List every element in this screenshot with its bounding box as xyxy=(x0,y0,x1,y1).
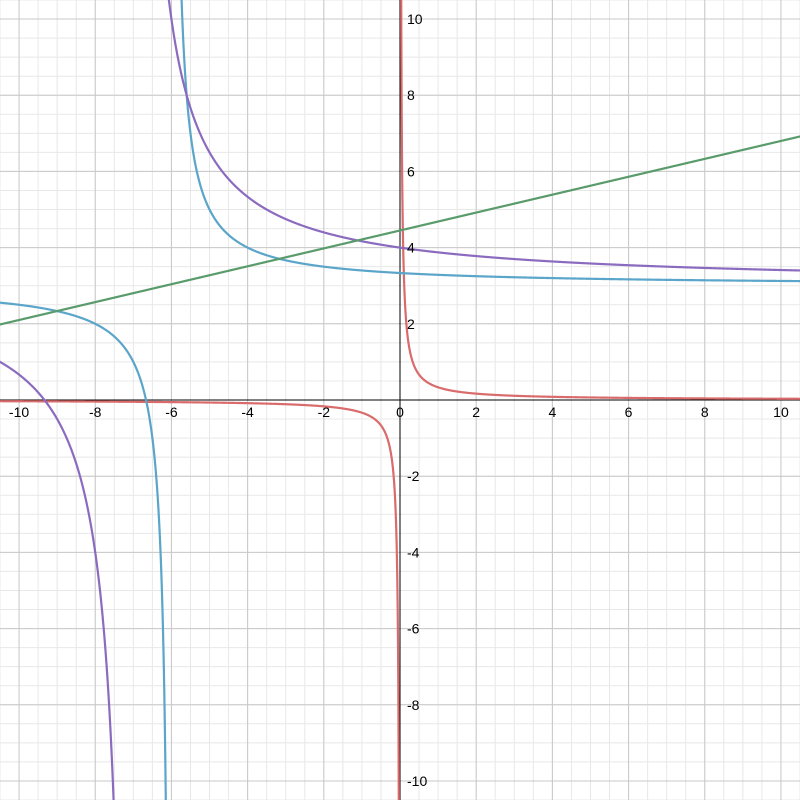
svg-text:-6: -6 xyxy=(407,621,420,637)
svg-text:-2: -2 xyxy=(318,404,331,420)
svg-text:0: 0 xyxy=(396,404,404,420)
svg-text:-10: -10 xyxy=(407,773,427,789)
svg-text:-4: -4 xyxy=(241,404,254,420)
svg-text:6: 6 xyxy=(407,163,415,179)
svg-text:-4: -4 xyxy=(407,544,420,560)
svg-text:2: 2 xyxy=(472,404,480,420)
svg-text:8: 8 xyxy=(701,404,709,420)
svg-text:6: 6 xyxy=(625,404,633,420)
svg-text:8: 8 xyxy=(407,87,415,103)
svg-text:2: 2 xyxy=(407,316,415,332)
svg-text:4: 4 xyxy=(548,404,556,420)
svg-text:-8: -8 xyxy=(89,404,102,420)
svg-text:-6: -6 xyxy=(165,404,178,420)
svg-text:-8: -8 xyxy=(407,697,420,713)
svg-text:4: 4 xyxy=(407,240,415,256)
chart-container: -10 -8 -6 -4 -2 0 2 4 6 8 10 -10 -8 -6 -4 -2 2 4 6 8 10 xyxy=(0,0,800,800)
chart-plot: -10 -8 -6 -4 -2 0 2 4 6 8 10 -10 -8 -6 -4 -2 2 4 6 8 10 xyxy=(0,0,800,800)
svg-text:-10: -10 xyxy=(9,404,29,420)
svg-text:10: 10 xyxy=(407,11,423,27)
svg-text:10: 10 xyxy=(773,404,789,420)
svg-text:-2: -2 xyxy=(407,468,420,484)
